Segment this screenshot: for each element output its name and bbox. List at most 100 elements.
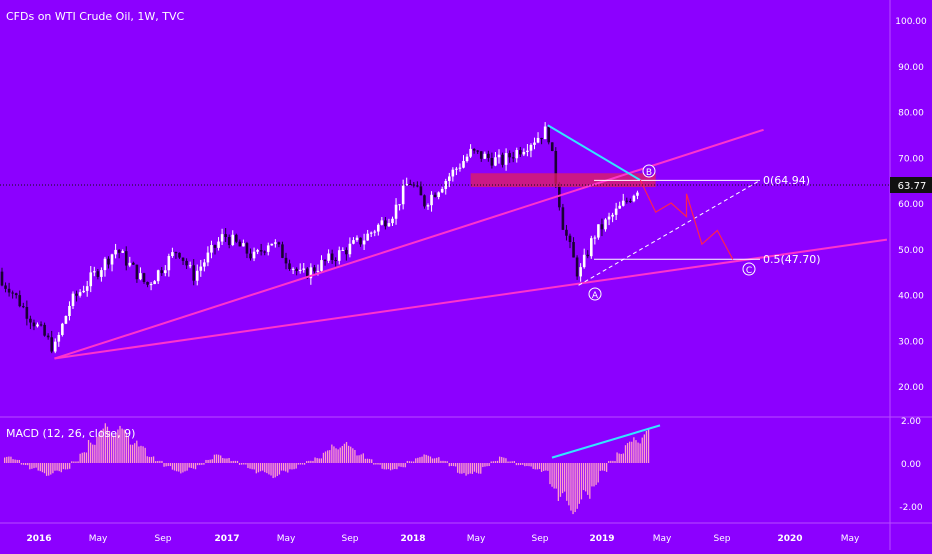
macd-histogram-bar — [333, 446, 335, 463]
point-a-marker[interactable] — [588, 287, 602, 301]
macd-histogram-bar — [587, 463, 589, 495]
macd-histogram-bar — [343, 443, 346, 463]
candle-body — [458, 167, 462, 169]
macd-histogram-bar — [635, 440, 637, 463]
macd-histogram-bar — [178, 463, 180, 472]
macd-histogram-bar — [261, 463, 264, 471]
candle-body — [203, 262, 206, 267]
candle-body — [0, 271, 4, 286]
macd-histogram-bar — [207, 459, 209, 463]
candle-body — [61, 323, 64, 335]
divergence-line — [547, 124, 641, 181]
candle-body — [96, 271, 100, 277]
candle-body — [18, 295, 22, 307]
candle-body — [103, 258, 107, 271]
drawings-layer[interactable] — [54, 124, 888, 360]
macd-histogram-bar — [337, 449, 339, 463]
macd-histogram-bar — [400, 463, 402, 467]
macd-histogram-bar — [163, 463, 165, 467]
candle-body — [625, 200, 629, 202]
macd-histogram-bar — [543, 463, 545, 471]
price-tick-label: 100.00 — [895, 17, 927, 27]
macd-histogram-bar — [465, 463, 467, 476]
macd-histogram-bar — [232, 460, 234, 463]
candle-body — [14, 293, 18, 296]
macd-histogram-bar — [444, 460, 446, 463]
macd-histogram-bar — [572, 463, 574, 515]
time-axis[interactable]: 2016 May Sep 2017 May Sep 2018 May Sep 2019 May Sep… — [26, 534, 860, 544]
macd-histogram-bar — [377, 463, 379, 465]
macd-histogram-bar — [540, 463, 543, 472]
macd-scale[interactable]: 2.00 0.00 -2.00 — [899, 417, 923, 513]
candle-body — [348, 243, 352, 255]
macd-histogram-bar — [478, 463, 480, 474]
macd-histogram-bar — [641, 437, 643, 463]
candle-body — [7, 288, 11, 293]
macd-histogram-bar — [297, 463, 299, 465]
macd-histogram-bar — [557, 463, 560, 501]
macd-histogram-bar — [484, 463, 486, 467]
macd-histogram-bar — [450, 463, 453, 467]
macd-histogram-bar — [559, 463, 562, 497]
macd-histogram-bar — [196, 463, 199, 466]
candle-body — [604, 219, 607, 230]
candle-body — [149, 284, 153, 286]
macd-histogram-bar — [425, 454, 427, 463]
candle-body — [25, 306, 29, 319]
candle-body — [263, 251, 266, 253]
macd-histogram-bar — [347, 445, 350, 463]
current-price-label: 63.77 — [898, 181, 927, 192]
macd-histogram-bar — [113, 435, 115, 463]
macd-histogram-bar — [547, 463, 549, 471]
candle-body — [93, 271, 96, 273]
candle-body — [355, 237, 359, 241]
candle-body — [114, 249, 117, 255]
candle-body — [306, 268, 309, 279]
candle-body — [469, 148, 472, 157]
macd-histogram-bar — [157, 460, 159, 463]
candle-body — [160, 270, 164, 274]
macd-histogram-bar — [159, 460, 161, 463]
macd-histogram-bar — [215, 454, 218, 463]
point-c-marker[interactable] — [742, 262, 756, 276]
candle-body — [579, 267, 582, 277]
macd-histogram-bar — [77, 461, 79, 463]
candle-body — [391, 218, 394, 224]
candle-body — [188, 265, 192, 267]
candle-body — [437, 192, 440, 198]
macd-histogram-bar — [327, 450, 329, 463]
macd-histogram-bar — [73, 461, 75, 463]
candle-body — [508, 153, 511, 158]
macd-histogram-bar — [58, 463, 60, 472]
fib-level-top-label: 0(64.94) — [763, 174, 810, 187]
macd-histogram-bar — [624, 445, 627, 463]
point-b-marker[interactable] — [642, 164, 656, 178]
candle-body — [135, 264, 139, 280]
macd-histogram-bar — [335, 448, 337, 463]
price-scale[interactable]: 100.00 90.00 80.00 70.00 60.00 50.00 40.00 30.0… — [895, 17, 927, 393]
macd-histogram-bar — [582, 463, 585, 491]
macd-histogram-bar — [71, 461, 73, 463]
candle-body — [50, 337, 53, 352]
candle-body — [519, 150, 522, 155]
macd-histogram-bar — [48, 463, 50, 476]
macd-histogram-bar — [131, 444, 134, 463]
macd-histogram-bar — [169, 463, 171, 467]
macd-histogram-bar — [205, 459, 207, 463]
macd-histogram-bar — [186, 463, 188, 471]
candle-body — [476, 150, 479, 152]
candle-body — [607, 216, 611, 220]
macd-histogram-bar — [417, 457, 419, 463]
candle-body — [568, 235, 572, 243]
candle-body — [618, 205, 621, 209]
macd-histogram-bar — [83, 452, 86, 463]
macd-histogram-bar — [427, 455, 429, 463]
candle-body — [629, 201, 632, 203]
time-tick-label: May — [653, 534, 672, 544]
macd-histogram-bar — [180, 463, 182, 474]
price-tick-label: 90.00 — [898, 63, 924, 73]
macd-histogram-bar — [257, 463, 260, 473]
